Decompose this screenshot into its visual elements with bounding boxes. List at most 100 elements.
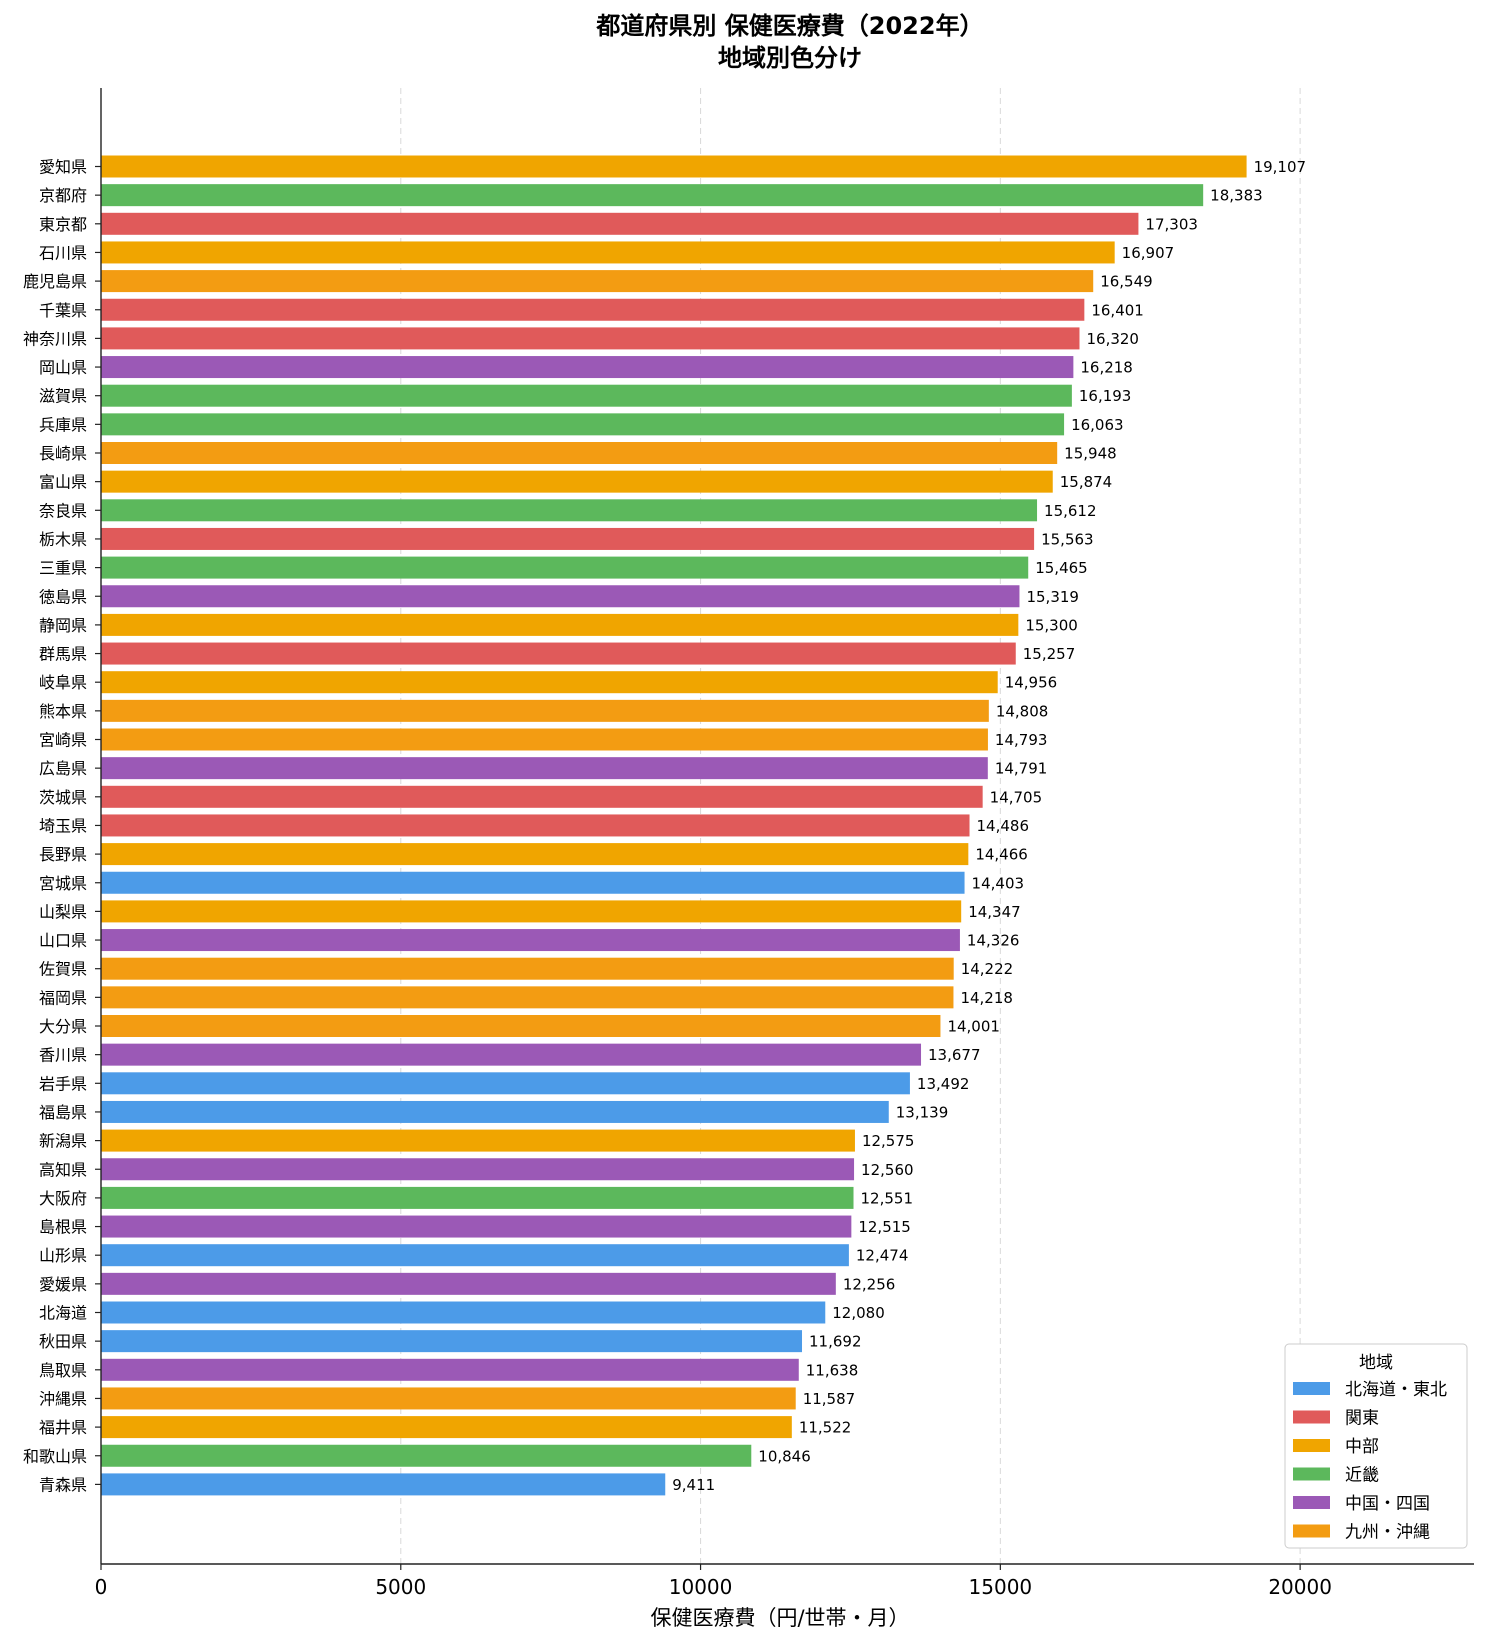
bar — [101, 613, 1019, 636]
bar — [101, 957, 954, 980]
data-label: 15,874 — [1060, 473, 1113, 491]
bar — [101, 1473, 666, 1496]
y-tick-label: 青森県 — [39, 1475, 87, 1494]
y-tick-label: 静岡県 — [39, 616, 87, 635]
y-tick-label: 岩手県 — [39, 1074, 87, 1093]
data-label: 14,466 — [975, 846, 1028, 864]
bar — [101, 1301, 826, 1324]
y-tick-label: 長崎県 — [39, 444, 87, 463]
data-label: 11,692 — [809, 1333, 862, 1351]
y-tick-label: 滋賀県 — [39, 387, 87, 406]
bar — [101, 1444, 752, 1467]
y-tick-label: 新潟県 — [39, 1132, 87, 1151]
bar — [101, 1043, 922, 1066]
data-label: 15,257 — [1023, 645, 1076, 663]
data-label: 15,319 — [1026, 588, 1079, 606]
y-axis-labels: 愛知県京都府東京都石川県鹿児島県千葉県神奈川県岡山県滋賀県兵庫県長崎県富山県奈良… — [23, 158, 101, 1494]
legend-swatch — [1293, 1467, 1330, 1481]
bar — [101, 270, 1094, 293]
data-label: 14,705 — [990, 788, 1043, 806]
bars — [101, 155, 1247, 1496]
bar — [101, 155, 1247, 178]
bar — [101, 356, 1074, 379]
data-label: 14,326 — [967, 932, 1020, 950]
bar — [101, 1387, 796, 1410]
legend-label: 北海道・東北 — [1345, 1380, 1447, 1400]
y-tick-label: 北海道 — [39, 1304, 87, 1323]
legend-label: 中国・四国 — [1345, 1494, 1430, 1514]
legend-swatch — [1293, 1439, 1330, 1452]
x-tick-label: 20000 — [1268, 1575, 1332, 1599]
bar — [101, 699, 989, 722]
bar — [101, 1215, 852, 1238]
legend-label: 中部 — [1345, 1437, 1379, 1457]
y-tick-label: 兵庫県 — [39, 415, 87, 434]
data-label: 14,956 — [1005, 674, 1058, 692]
chart-title: 都道府県別 保健医療費（2022年） — [595, 12, 983, 40]
y-tick-label: 島根県 — [39, 1218, 87, 1237]
data-label: 16,401 — [1091, 301, 1144, 319]
y-tick-label: 岐阜県 — [39, 673, 87, 692]
data-label: 11,638 — [806, 1361, 859, 1379]
y-tick-label: 山形県 — [39, 1246, 87, 1265]
data-label: 16,907 — [1122, 244, 1175, 262]
y-tick-label: 長野県 — [39, 845, 87, 864]
x-axis-ticks: 0 5000 10000 15000 20000 — [95, 1564, 1332, 1599]
data-label: 18,383 — [1210, 187, 1263, 205]
bar — [101, 499, 1038, 522]
bar — [101, 728, 988, 751]
data-label: 11,587 — [803, 1390, 856, 1408]
data-label: 13,677 — [928, 1046, 981, 1064]
y-tick-label: 福井県 — [39, 1418, 87, 1437]
legend-label: 近畿 — [1345, 1466, 1379, 1486]
data-label: 15,300 — [1025, 616, 1078, 634]
data-label: 16,193 — [1079, 387, 1132, 405]
y-tick-label: 高知県 — [39, 1160, 87, 1179]
bar — [101, 1015, 941, 1037]
data-label: 16,218 — [1080, 359, 1133, 377]
data-label: 9,411 — [672, 1476, 715, 1494]
data-label: 14,218 — [960, 989, 1013, 1007]
y-tick-label: 広島県 — [39, 759, 87, 778]
y-tick-label: 大阪府 — [39, 1189, 87, 1208]
bar — [101, 929, 960, 952]
bar — [101, 527, 1035, 550]
bar — [101, 1100, 889, 1123]
bar — [101, 757, 988, 780]
data-label: 12,560 — [861, 1161, 914, 1179]
y-tick-label: 三重県 — [39, 559, 87, 578]
y-tick-label: 神奈川県 — [23, 329, 87, 348]
bar — [101, 470, 1053, 493]
bar — [101, 900, 962, 923]
legend-swatch — [1293, 1410, 1330, 1424]
bar — [101, 585, 1020, 608]
x-axis-label: 保健医療費（円/世帯・月） — [650, 1606, 909, 1630]
bar — [101, 1158, 855, 1181]
bar — [101, 1358, 799, 1381]
x-tick-label: 5000 — [375, 1575, 426, 1599]
legend-title: 地域 — [1359, 1353, 1393, 1373]
bar — [101, 1186, 854, 1209]
y-tick-label: 富山県 — [39, 473, 87, 492]
data-label: 14,791 — [995, 760, 1048, 778]
bar — [101, 1072, 910, 1095]
y-tick-label: 東京都 — [39, 215, 87, 234]
y-tick-label: 栃木県 — [39, 530, 87, 549]
data-label: 12,474 — [856, 1247, 909, 1265]
legend-swatch — [1293, 1382, 1330, 1395]
bar — [101, 1330, 803, 1353]
y-tick-label: 佐賀県 — [39, 960, 87, 979]
y-tick-label: 愛知県 — [39, 158, 87, 177]
data-label: 14,222 — [961, 960, 1014, 978]
data-label: 12,575 — [862, 1132, 915, 1150]
bar — [101, 327, 1080, 350]
bar — [101, 1129, 855, 1152]
data-label: 15,563 — [1041, 530, 1094, 548]
data-label: 12,551 — [861, 1189, 914, 1207]
y-tick-label: 埼玉県 — [39, 816, 87, 835]
data-label: 15,612 — [1044, 502, 1097, 520]
y-tick-label: 千葉県 — [39, 301, 87, 320]
legend-swatch — [1293, 1524, 1330, 1538]
